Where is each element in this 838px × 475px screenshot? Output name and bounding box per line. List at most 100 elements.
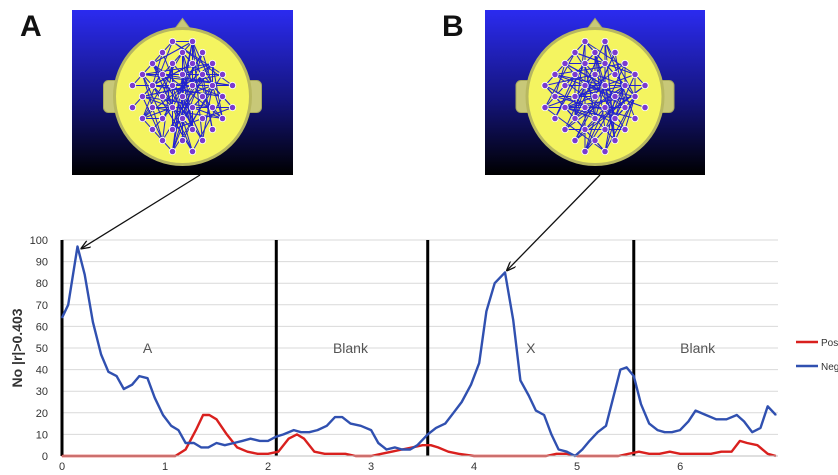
data-point-pos bbox=[257, 453, 259, 455]
data-point-neg bbox=[92, 321, 94, 323]
data-point-neg bbox=[470, 384, 472, 386]
data-point-neg bbox=[705, 414, 707, 416]
data-point-pos bbox=[236, 446, 238, 448]
data-point-pos bbox=[391, 451, 393, 453]
data-point-neg bbox=[528, 394, 530, 397]
data-point-neg bbox=[427, 433, 429, 435]
data-point-neg bbox=[543, 414, 545, 416]
y-tick-label: 30 bbox=[36, 386, 48, 398]
data-point-pos bbox=[720, 451, 722, 453]
data-point-neg bbox=[67, 304, 69, 306]
data-point-neg bbox=[394, 446, 396, 448]
data-point-neg bbox=[300, 431, 302, 433]
data-point-neg bbox=[619, 369, 621, 371]
data-point-neg bbox=[736, 414, 738, 416]
series-lines bbox=[60, 245, 777, 458]
data-point-neg bbox=[444, 423, 446, 425]
data-point-neg bbox=[401, 448, 403, 451]
data-point-neg bbox=[177, 429, 180, 431]
legend-label-pos: Pos bbox=[821, 338, 838, 349]
data-point-neg bbox=[725, 418, 728, 420]
data-point-pos bbox=[746, 442, 748, 444]
data-point-neg bbox=[597, 431, 599, 433]
y-tick-label: 90 bbox=[36, 257, 48, 269]
data-point-neg bbox=[694, 410, 697, 412]
data-point-neg bbox=[259, 440, 261, 442]
data-point-pos bbox=[458, 453, 460, 455]
data-point-pos bbox=[267, 453, 269, 455]
data-point-neg bbox=[588, 440, 591, 442]
data-point-pos bbox=[303, 438, 305, 440]
data-point-neg bbox=[385, 448, 388, 451]
data-point-neg bbox=[249, 438, 252, 440]
data-point-neg bbox=[566, 451, 568, 453]
data-point-neg bbox=[154, 397, 156, 399]
segment-label: Blank bbox=[333, 340, 369, 356]
electrode-dots bbox=[128, 37, 237, 156]
data-point-neg bbox=[452, 412, 455, 414]
data-point-neg bbox=[61, 317, 63, 319]
data-point-pos bbox=[380, 453, 382, 455]
data-point-neg bbox=[146, 377, 149, 379]
data-point-neg bbox=[377, 442, 379, 444]
y-tick-label: 80 bbox=[36, 278, 48, 290]
data-point-neg bbox=[581, 448, 583, 451]
data-point-neg bbox=[107, 371, 109, 373]
x-tick-label: 0 bbox=[59, 461, 65, 473]
data-point-neg bbox=[293, 429, 295, 431]
y-tick-label: 0 bbox=[42, 451, 48, 463]
data-point-neg bbox=[341, 416, 343, 418]
legend-label-neg: Neg bbox=[821, 362, 838, 373]
data-point-neg bbox=[162, 414, 164, 416]
data-point-pos bbox=[277, 451, 279, 453]
data-point-pos bbox=[288, 438, 290, 440]
x-tick-label: 1 bbox=[162, 461, 168, 473]
y-tick-label: 70 bbox=[36, 300, 48, 312]
data-point-neg bbox=[664, 431, 666, 433]
data-point-neg bbox=[308, 431, 310, 433]
x-tick-label: 3 bbox=[368, 461, 374, 473]
scalp-connectivity-map-b bbox=[485, 10, 705, 175]
data-point-pos bbox=[710, 453, 712, 455]
data-point-neg bbox=[648, 423, 650, 425]
y-tick-label: 60 bbox=[36, 321, 48, 333]
data-point-neg bbox=[478, 362, 480, 364]
data-point-pos bbox=[739, 440, 741, 442]
data-point-neg bbox=[687, 420, 689, 423]
data-point-neg bbox=[519, 379, 522, 381]
data-point-neg bbox=[360, 425, 362, 427]
data-point-pos bbox=[296, 433, 298, 435]
data-point-neg bbox=[461, 401, 463, 403]
segment-labels: A Blank X Blank bbox=[143, 340, 716, 356]
data-point-neg bbox=[131, 384, 133, 386]
data-point-neg bbox=[640, 403, 642, 405]
data-point-pos bbox=[767, 453, 769, 455]
data-point-neg bbox=[494, 282, 496, 284]
data-point-neg bbox=[550, 433, 552, 435]
data-point-neg bbox=[775, 414, 777, 416]
data-point-neg bbox=[316, 429, 319, 431]
data-point-neg bbox=[679, 429, 681, 431]
data-point-pos bbox=[421, 444, 424, 446]
data-point-neg bbox=[767, 405, 769, 407]
data-point-neg bbox=[349, 423, 352, 425]
data-point-pos bbox=[658, 453, 661, 455]
data-point-neg bbox=[671, 431, 673, 433]
data-point-pos bbox=[679, 453, 681, 455]
data-point-pos bbox=[344, 453, 346, 455]
data-point-neg bbox=[267, 440, 269, 442]
data-point-pos bbox=[638, 451, 640, 453]
data-point-pos bbox=[628, 453, 630, 455]
data-point-neg bbox=[435, 427, 437, 429]
data-point-pos bbox=[669, 451, 671, 453]
panel-label-a: A bbox=[20, 10, 42, 43]
y-tick-label: 40 bbox=[36, 365, 48, 377]
data-point-neg bbox=[759, 427, 762, 429]
data-point-pos bbox=[700, 453, 702, 455]
data-point-neg bbox=[557, 448, 560, 451]
data-point-neg bbox=[625, 366, 628, 369]
data-point-pos bbox=[447, 451, 449, 453]
data-point-neg bbox=[633, 375, 635, 377]
y-tick-label: 20 bbox=[36, 408, 48, 420]
